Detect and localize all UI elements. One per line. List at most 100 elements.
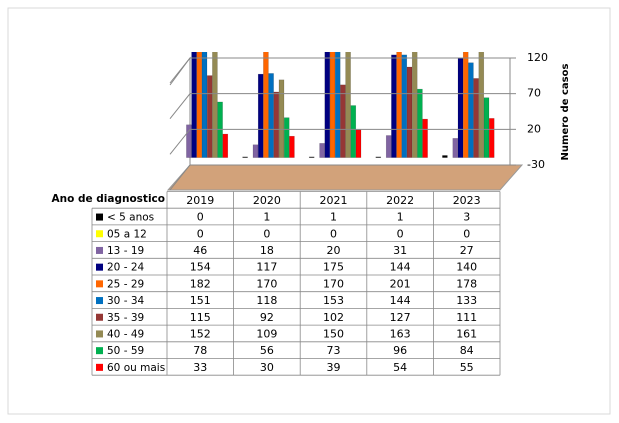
legend-label: 40 - 49 [107,328,144,340]
legend-key [96,263,103,271]
table-column-header: 2021 [320,194,348,207]
legend-key [96,347,103,355]
table-cell: 0 [263,227,270,240]
bar [375,156,382,158]
table-cell: 0 [463,227,470,240]
legend-label: 60 ou mais [107,362,165,374]
table-cell: 115 [190,311,211,324]
bar [278,79,285,158]
legend-key [96,246,103,254]
legend-label: 20 - 24 [107,262,145,274]
bar [345,52,351,158]
bar [411,52,418,158]
bar [308,156,315,158]
bar [263,52,269,158]
bar [355,129,362,158]
bar [212,52,218,158]
bar [350,105,357,158]
table-cell: 178 [456,277,477,290]
table-cell: 201 [390,277,411,290]
bar [191,52,197,158]
table-cell: 92 [260,311,274,324]
table-cell: 54 [393,361,407,374]
legend-label: 05 a 12 [107,228,147,240]
table-cell: 144 [390,261,411,274]
legend-label: 25 - 29 [107,278,144,290]
legend-key [96,280,103,288]
table-cell: 84 [460,344,474,357]
table-cell: 170 [256,277,277,290]
bar [196,52,203,158]
bar [206,75,213,158]
legend-label: 50 - 59 [107,345,144,357]
bar [268,73,274,158]
table-header: Ano de diagnostico [52,193,165,205]
bar [406,66,413,158]
y-tick-label: 70 [527,87,541,100]
table-cell: 127 [390,311,411,324]
table-cell: 144 [390,294,411,307]
bar [222,133,229,158]
table-cell: 117 [256,261,277,274]
bar [396,52,402,158]
table-cell: 163 [390,327,411,340]
bar [242,156,248,158]
table-column-header: 2019 [186,194,214,207]
table-cell: 30 [260,361,274,374]
bar [417,88,423,158]
legend-key [96,230,103,238]
table-cell: 31 [393,244,407,257]
bar [329,52,336,158]
plot-area [186,52,495,158]
table-cell: 55 [460,361,474,374]
table-cell: 102 [323,311,344,324]
table-cell: 133 [456,294,477,307]
table-cell: 78 [193,344,207,357]
table-cell: 0 [197,211,204,224]
bar [457,57,464,158]
table-cell: 39 [327,361,341,374]
y-tick-label: 20 [527,122,541,135]
table-column-header: 2020 [253,194,281,207]
table-cell: 0 [397,227,404,240]
bar [488,118,495,158]
table-cell: 3 [463,211,470,224]
table-cell: 118 [256,294,277,307]
bar [273,91,280,158]
bar [319,143,325,158]
table-cell: 170 [323,277,344,290]
bar [452,138,459,158]
table-cell: 1 [397,211,404,224]
table-cell: 161 [456,327,477,340]
bar [186,124,192,158]
bar [422,118,428,158]
legend-label: < 5 anos [107,212,154,224]
table-cell: 1 [330,211,337,224]
bar [340,84,346,158]
table-cell: 96 [393,344,407,357]
table-cell: 140 [456,261,477,274]
bar [473,78,479,158]
grid-line [169,93,510,119]
bar [283,117,290,158]
table-cell: 154 [190,261,211,274]
bar [468,62,474,158]
legend-key [96,213,103,221]
bar [391,54,397,158]
table-cell: 56 [260,344,274,357]
legend-label: 35 - 39 [107,312,144,324]
table-cell: 27 [460,244,474,257]
bar [201,52,208,158]
legend-label: 13 - 19 [107,245,144,257]
table-cell: 33 [193,361,207,374]
legend-key [96,330,103,338]
y-tick-label: 120 [527,51,548,64]
table-column-header: 2022 [386,194,414,207]
table-cell: 152 [190,327,211,340]
table-cell: 151 [190,294,211,307]
grid-line [169,164,510,191]
grid-line [169,128,510,155]
bar [252,144,259,158]
table-cell: 20 [327,244,341,257]
y-tick-label: -30 [527,158,545,171]
